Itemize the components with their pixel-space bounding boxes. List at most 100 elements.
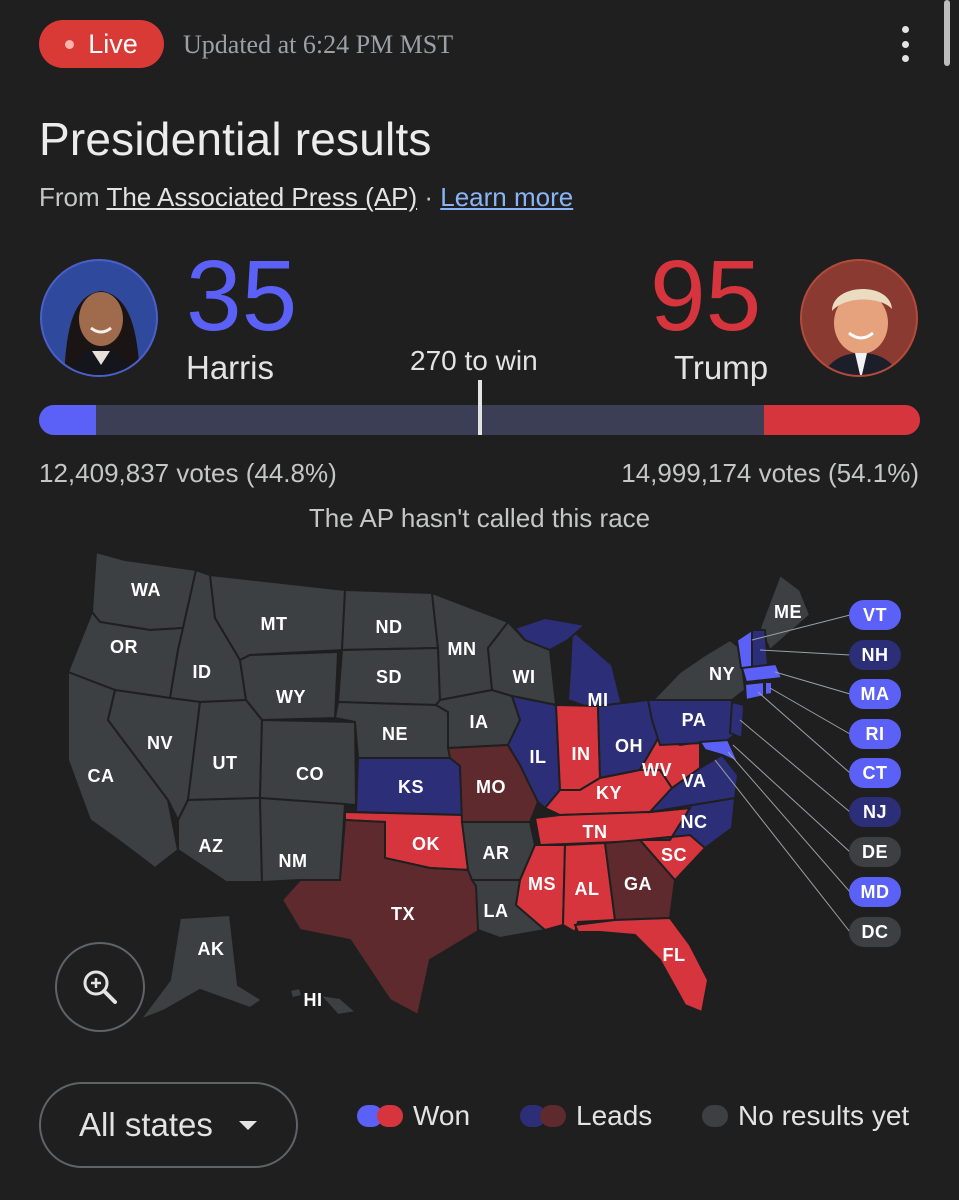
callout-ri[interactable]: RI [849,719,901,749]
state-RI[interactable] [764,681,773,697]
state-label-KS: KS [398,777,424,797]
state-MD[interactable] [698,738,740,764]
page-title: Presidential results [39,113,432,165]
state-HI-2[interactable] [317,993,359,1017]
state-label-CA: CA [88,766,115,786]
state-label-ID: ID [193,662,212,682]
state-HI[interactable] [288,986,304,1000]
state-label-AK: AK [198,939,225,959]
trump-progress-fill [764,405,920,435]
state-label-MO: MO [476,777,506,797]
callout-vt[interactable]: VT [849,600,901,630]
callout-ma[interactable]: MA [849,679,901,709]
state-label-AR: AR [483,843,510,863]
harris-electoral-votes: 35 [186,240,298,352]
state-AK[interactable] [137,913,264,1023]
legend-rep-won-swatch [377,1105,403,1127]
trump-name: Trump [674,349,769,386]
state-FL[interactable] [573,916,710,1014]
state-label-SD: SD [376,667,402,687]
state-label-NV: NV [147,733,173,753]
legend-dem-won-swatch [357,1105,383,1127]
callout-ct[interactable]: CT [849,758,901,788]
legend-leads: Leads [520,1100,652,1132]
source-line: From The Associated Press (AP) · Learn m… [39,182,573,213]
state-label-MS: MS [528,874,556,894]
live-label: Live [88,28,138,59]
callout-nh[interactable]: NH [849,640,901,670]
state-label-ND: ND [376,617,403,637]
state-ME[interactable] [758,573,812,652]
states-filter-label: All states [79,1106,213,1143]
legend-no-results: No results yet [702,1100,909,1132]
state-label-NM: NM [279,851,308,871]
state-label-MT: MT [261,614,288,634]
state-label-UT: UT [213,753,238,773]
live-badge: Live [39,20,164,68]
trump-popular-votes: 14,999,174 votes (54.1%) [621,458,919,488]
zoom-in-icon [83,970,117,1004]
harris-avatar [40,259,158,377]
state-label-NC: NC [681,812,708,832]
source-prefix: From [39,182,100,212]
state-label-OR: OR [110,637,138,657]
source-separator: · [424,182,434,212]
chevron-down-icon [238,1120,257,1130]
learn-more-link[interactable]: Learn more [440,182,574,212]
state-label-SC: SC [661,845,687,865]
state-NJ[interactable] [728,700,746,740]
state-MI-upper[interactable] [513,616,588,652]
results-map[interactable]: WA OR CA ID NV MT WY UT AZ CO NM ND SD NE KS OK TX MN IA MO… [0,540,959,1060]
state-label-WV: WV [642,760,672,780]
harris-name: Harris [186,349,274,386]
state-label-FL: FL [663,945,686,965]
callout-dc[interactable]: DC [849,917,901,947]
legend-no-results-label: No results yet [738,1100,910,1131]
state-label-IN: IN [572,744,591,764]
state-label-AZ: AZ [199,836,224,856]
state-label-OK: OK [412,834,440,854]
zoom-in-button[interactable] [55,942,145,1032]
state-label-PA: PA [682,710,707,730]
state-TX[interactable] [280,818,482,1017]
callout-de[interactable]: DE [849,837,901,867]
state-label-VA: VA [682,771,707,791]
state-label-NY: NY [709,664,735,684]
win-threshold-marker [478,380,482,435]
state-label-LA: LA [484,901,509,921]
callout-md[interactable]: MD [849,877,901,907]
callout-nj[interactable]: NJ [849,797,901,827]
state-CT[interactable] [743,680,765,702]
state-label-TN: TN [583,822,608,842]
state-CO[interactable] [258,718,358,807]
state-label-WI: WI [513,667,536,687]
state-VT[interactable] [735,628,753,669]
scrollbar[interactable] [944,0,950,66]
more-options-icon[interactable] [896,26,914,62]
legend-won-label: Won [413,1100,471,1131]
state-UT[interactable] [186,698,264,802]
state-label-CO: CO [296,764,324,784]
legend-rep-leads-swatch [540,1105,566,1127]
live-dot-icon [65,39,75,49]
to-win-label: 270 to win [410,345,538,376]
state-label-OH: OH [615,736,643,756]
state-label-TX: TX [391,904,415,924]
trump-electoral-votes: 95 [650,240,762,352]
state-label-ME: ME [774,602,802,622]
state-label-IL: IL [530,747,547,767]
state-MA[interactable] [740,662,784,684]
states-filter-dropdown[interactable]: All states [39,1082,298,1168]
harris-popular-votes: 12,409,837 votes (44.8%) [39,458,337,488]
legend-leads-label: Leads [576,1100,653,1131]
state-label-GA: GA [624,874,652,894]
state-label-WA: WA [131,580,161,600]
legend-won: Won [357,1100,470,1132]
state-NH[interactable] [751,629,770,670]
state-label-HI: HI [304,990,323,1010]
state-label-KY: KY [596,783,622,803]
source-name[interactable]: The Associated Press (AP) [106,182,418,212]
race-status: The AP hasn't called this race [308,503,651,533]
state-label-WY: WY [276,687,306,707]
state-label-AL: AL [575,879,600,899]
